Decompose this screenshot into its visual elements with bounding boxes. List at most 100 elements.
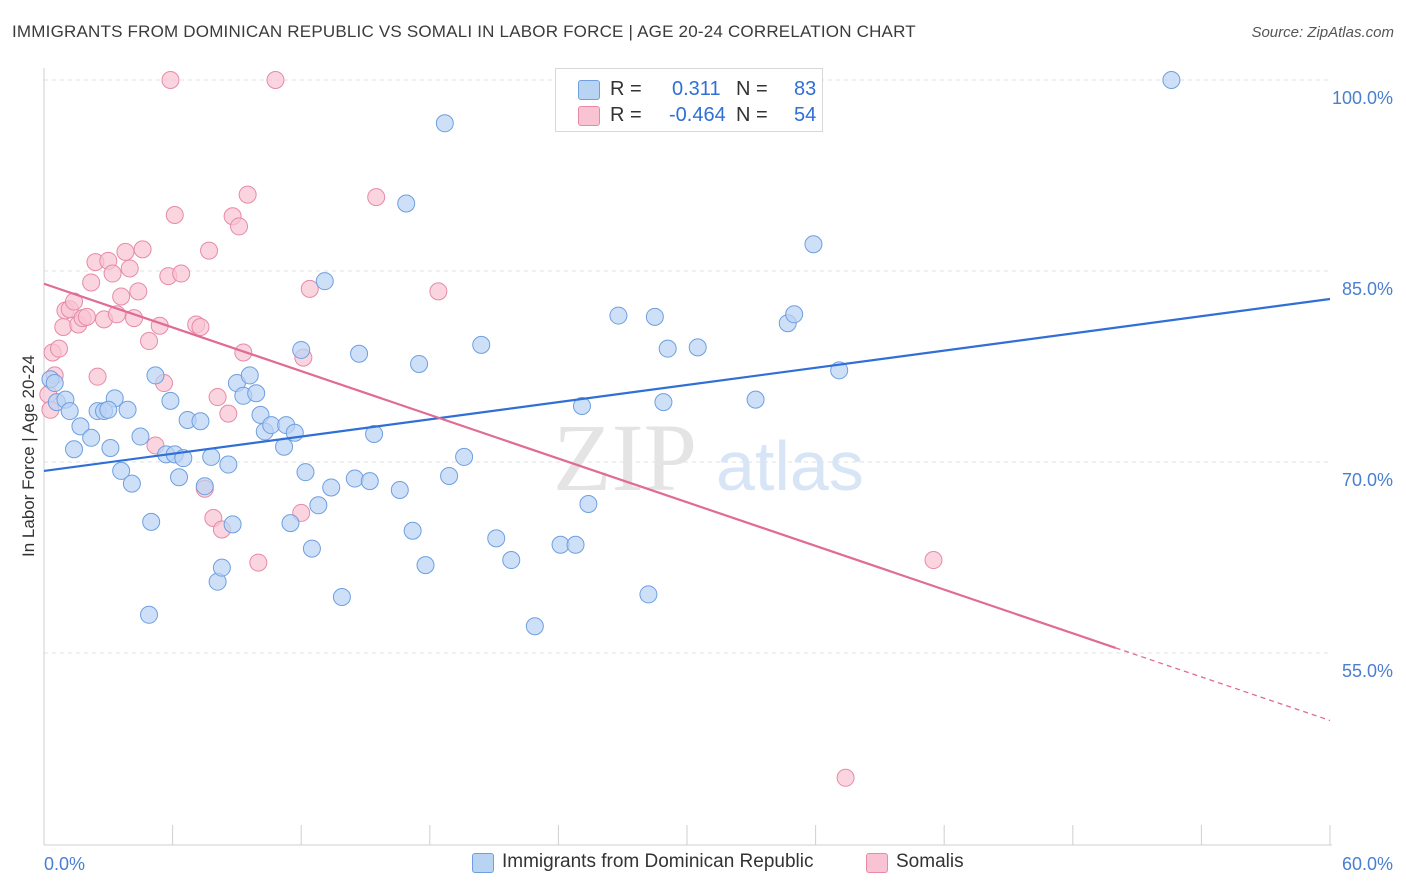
somalis-point xyxy=(165,205,184,224)
somalis-point xyxy=(219,404,238,423)
dominican-point xyxy=(71,417,90,436)
source-credit: Source: ZipAtlas.com xyxy=(1251,24,1394,41)
dominican-point xyxy=(275,437,294,456)
legend-n-value: 54 xyxy=(794,104,817,126)
somalis-point xyxy=(300,279,319,298)
dominican-point xyxy=(322,478,341,497)
legend-n-label: N = xyxy=(736,78,768,100)
watermark: ZIP atlas xyxy=(553,404,864,511)
dominican-point xyxy=(654,393,673,412)
dominican-point xyxy=(118,400,137,419)
dominican-point xyxy=(262,416,281,435)
bottom-legend-swatch-blue xyxy=(472,853,494,873)
y-axis-label: In Labor Force | Age 20-24 xyxy=(19,355,38,557)
y-tick-label: 100.0% xyxy=(1332,88,1393,108)
dominican-point xyxy=(296,463,315,482)
dominican-points xyxy=(41,71,1181,636)
dominican-point xyxy=(202,447,221,466)
y-tick-label: 55.0% xyxy=(1342,661,1393,681)
legend-r-value: 0.311 xyxy=(672,78,721,100)
dominican-point xyxy=(609,306,628,325)
somalis-point xyxy=(208,388,227,407)
dominican-point xyxy=(195,477,214,496)
somalis-point xyxy=(200,241,219,260)
dominican-point xyxy=(247,384,266,403)
dominican-point xyxy=(360,472,379,491)
x-tick-label: 60.0% xyxy=(1342,854,1393,874)
somalis-point xyxy=(238,185,257,204)
dominican-point xyxy=(315,272,334,291)
dominican-point xyxy=(112,461,131,480)
dominican-point xyxy=(122,474,141,493)
somalis-point xyxy=(924,551,943,570)
dominican-point xyxy=(332,587,351,606)
somalis-point xyxy=(230,217,249,236)
dominican-point xyxy=(572,396,591,415)
somalis-point xyxy=(249,553,268,572)
dominican-point xyxy=(551,535,570,554)
dominican-point xyxy=(212,558,231,577)
dominican-point xyxy=(191,412,210,431)
somalis-point xyxy=(429,282,448,301)
somalis-trend-line xyxy=(43,282,1117,649)
dominican-point xyxy=(146,366,165,385)
legend-swatch-blue xyxy=(578,80,600,100)
dominican-point xyxy=(82,428,101,447)
dominican-point xyxy=(292,340,311,359)
somalis-point xyxy=(112,287,131,306)
dominican-point xyxy=(365,424,384,443)
dominican-point xyxy=(688,338,707,357)
axes: 55.0% 70.0% 85.0% 100.0% 0.0% 60.0% xyxy=(43,68,1393,874)
watermark-zip: ZIP xyxy=(553,404,697,511)
y-tick-label: 85.0% xyxy=(1342,279,1393,299)
chart-title: IMMIGRANTS FROM DOMINICAN REPUBLIC VS SO… xyxy=(12,22,916,41)
somalis-point xyxy=(103,264,122,283)
dominican-point xyxy=(658,339,677,358)
somalis-trend-extension xyxy=(1115,647,1331,722)
somalis-point xyxy=(77,307,96,326)
dominican-point xyxy=(410,354,429,373)
legend-swatch-pink xyxy=(578,106,600,126)
dominican-point xyxy=(219,455,238,474)
somalis-point xyxy=(172,264,191,283)
dominican-point xyxy=(785,305,804,324)
grid-lines xyxy=(44,79,1330,654)
dominican-point xyxy=(472,335,491,354)
dominican-point xyxy=(140,605,159,624)
dominican-point xyxy=(223,515,242,534)
somalis-point xyxy=(50,339,69,358)
somalis-point xyxy=(266,71,285,89)
dominican-point xyxy=(639,585,658,604)
dominican-point xyxy=(502,551,521,570)
dominican-point xyxy=(1162,71,1181,89)
dominican-point xyxy=(60,402,79,421)
legend-r-label: R = xyxy=(610,104,642,126)
dominican-point xyxy=(804,235,823,254)
somalis-point xyxy=(54,318,73,337)
dominican-point xyxy=(390,481,409,500)
bottom-legend-swatch-pink xyxy=(866,853,888,873)
somalis-point xyxy=(129,282,148,301)
y-tick-label: 70.0% xyxy=(1342,470,1393,490)
dominican-point xyxy=(142,512,161,531)
legend-n-value: 83 xyxy=(794,78,817,100)
somalis-point xyxy=(120,259,139,278)
somalis-point xyxy=(836,768,855,787)
dominican-point xyxy=(397,194,416,213)
somalis-point xyxy=(191,318,210,337)
somalis-point xyxy=(133,240,152,259)
dominican-point xyxy=(487,529,506,548)
dominican-trend-line xyxy=(43,297,1331,473)
legend-n-label: N = xyxy=(736,104,768,126)
bottom-legend-label: Immigrants from Dominican Republic xyxy=(502,851,814,872)
dominican-point xyxy=(645,307,664,326)
dominican-point xyxy=(302,539,321,558)
dominican-point xyxy=(161,391,180,410)
somalis-points xyxy=(39,71,943,787)
dominican-point xyxy=(131,427,150,446)
somalis-point xyxy=(116,242,135,261)
x-tick-label: 0.0% xyxy=(44,854,85,874)
dominican-point xyxy=(525,617,544,636)
correlation-legend: R = 0.311 N = 83 R = -0.464 N = 54 xyxy=(555,68,823,132)
